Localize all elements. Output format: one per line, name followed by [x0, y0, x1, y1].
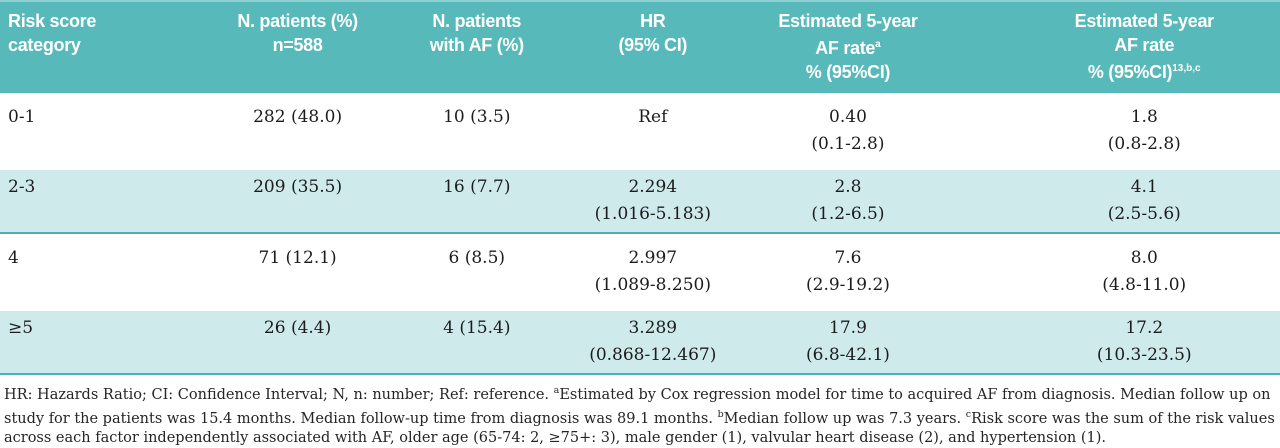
header-cell-risk-score-category: Risk score category — [0, 9, 205, 93]
header-cell-estimated-5yr-af-rate-a: Estimated 5-year AF ratea % (95%CI) — [742, 9, 953, 93]
cell-af-rate-b: 17.2 (10.3-23.5) — [1096, 318, 1192, 365]
header-cell-hr: HR (95% CI) — [563, 9, 742, 93]
header-line: with AF (%) — [429, 35, 524, 55]
cell-af-rate-b: 8.0 (4.8-11.0) — [1102, 248, 1187, 295]
superscript-b: b — [717, 408, 724, 420]
header-text: AF rate — [815, 38, 876, 58]
cell-af-rate-b: 4.1 (2.5-5.6) — [1107, 177, 1181, 224]
header-line: % (95%CI)13,b,c — [1009, 57, 1280, 84]
cell-n-patients: 209 (35.5) — [253, 177, 343, 197]
header-line: Estimated 5-year — [1074, 11, 1215, 31]
header-line: N. patients — [432, 11, 522, 31]
header-line: Estimated 5-year — [778, 11, 918, 31]
header-line: (95% CI) — [618, 35, 688, 55]
header-line: AF rate — [1114, 35, 1175, 55]
cell-n-patients-with-af: 6 (8.5) — [448, 248, 506, 268]
table-row: 4 71 (12.1) 6 (8.5) 2.997 (1.089-8.250) 7… — [0, 234, 1280, 311]
header-line: % (95%CI) — [805, 62, 891, 82]
cell-hr: 2.294 (1.016-5.183) — [594, 177, 711, 224]
cell-af-rate-a: 17.9 (6.8-42.1) — [806, 318, 890, 365]
cell-hr: 3.289 (0.868-12.467) — [589, 318, 717, 365]
header-line: n=588 — [272, 35, 323, 55]
footnote-text: Median follow up was 7.3 years. — [723, 410, 966, 427]
cell-n-patients: 71 (12.1) — [258, 248, 337, 268]
footnote-text: Estimated by Cox regression model for ti… — [4, 386, 1271, 427]
cell-n-patients-with-af: 4 (15.4) — [443, 318, 511, 338]
cell-af-rate-a: 0.40 (0.1-2.8) — [811, 107, 885, 154]
cell-category: 4 — [8, 248, 19, 268]
table-row: ≥5 26 (4.4) 4 (15.4) 3.289 (0.868-12.467)… — [0, 311, 1280, 375]
table-row: 2-3 209 (35.5) 16 (7.7) 2.294 (1.016-5.18… — [0, 170, 1280, 234]
header-line: category — [8, 35, 81, 55]
header-line: AF ratea — [742, 33, 953, 60]
header-cell-n-patients-with-af: N. patients with AF (%) — [390, 9, 563, 93]
footnote: HR: Hazards Ratio; CI: Confidence Interv… — [0, 375, 1280, 448]
header-line: HR — [640, 11, 666, 31]
header-line: Risk score — [8, 11, 97, 31]
cell-n-patients: 26 (4.4) — [263, 318, 332, 338]
cell-n-patients: 282 (48.0) — [253, 107, 343, 127]
superscript: a — [875, 39, 881, 50]
superscript-c: c — [965, 408, 972, 420]
cell-af-rate-b: 1.8 (0.8-2.8) — [1107, 107, 1181, 154]
cell-category: ≥5 — [8, 318, 34, 338]
footnote-text: Risk score was the sum of the risk value… — [4, 410, 1275, 446]
cell-hr: 2.997 (1.089-8.250) — [594, 248, 711, 295]
table-row: 0-1 282 (48.0) 10 (3.5) Ref 0.40 (0.1-2.8… — [0, 93, 1280, 170]
header-cell-n-patients: N. patients (%) n=588 — [205, 9, 391, 93]
footnote-text: HR: Hazards Ratio; CI: Confidence Interv… — [4, 386, 554, 403]
cell-af-rate-a: 7.6 (2.9-19.2) — [806, 248, 890, 295]
cell-category: 0-1 — [8, 107, 36, 127]
cell-n-patients-with-af: 10 (3.5) — [443, 107, 511, 127]
header-line: N. patients (%) — [237, 11, 358, 31]
table-header-row: Risk score category N. patients (%) n=58… — [0, 0, 1280, 93]
cell-n-patients-with-af: 16 (7.7) — [443, 177, 511, 197]
superscript: 13,b,c — [1172, 63, 1201, 74]
superscript-a: a — [553, 385, 560, 396]
header-cell-estimated-5yr-af-rate-b: Estimated 5-year AF rate % (95%CI)13,b,c — [954, 9, 1280, 93]
cell-hr: Ref — [638, 107, 668, 127]
cell-category: 2-3 — [8, 177, 36, 197]
cell-af-rate-a: 2.8 (1.2-6.5) — [811, 177, 885, 224]
header-text: % (95%CI) — [1087, 62, 1173, 82]
